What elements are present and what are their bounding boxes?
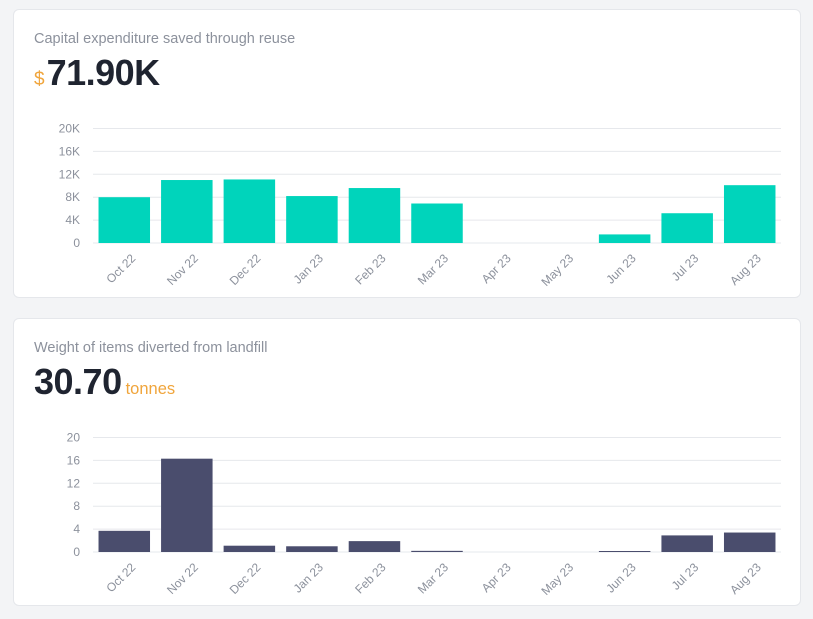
capex-title: Capital expenditure saved through reuse	[34, 31, 296, 47]
capex-y-tick-label: 12K	[59, 167, 80, 181]
capex-bar[interactable]	[161, 180, 213, 243]
landfill-card: Weight of items diverted from landfill 3…	[13, 318, 801, 606]
capex-kpi-value: 71.90K	[46, 52, 161, 93]
capex-y-tick-label: 0	[73, 236, 80, 250]
landfill-y-tick-label: 12	[67, 476, 81, 490]
capex-x-tick-label: Apr 23	[479, 251, 514, 286]
capex-bar[interactable]	[598, 234, 651, 243]
capex-kpi: $ 71.90K	[34, 52, 160, 94]
capex-x-tick-label: Jul 23	[669, 251, 702, 284]
capex-x-tick-label: Aug 23	[727, 251, 764, 288]
landfill-bar-chart: 0 4 8 12 16 20 Oct 22 Nov 22 Dec 22 Jan 23 Feb 23 M…	[67, 431, 781, 598]
capex-y-tick-label: 20K	[59, 122, 80, 136]
landfill-y-tick-label: 0	[73, 545, 80, 559]
landfill-x-tick-label: Jun 23	[603, 560, 639, 596]
landfill-x-tick-label: Jul 23	[669, 560, 702, 593]
capex-bar[interactable]	[223, 179, 276, 243]
landfill-y-tick-label: 8	[73, 499, 80, 513]
capex-card: Capital expenditure saved through reuse …	[13, 9, 801, 298]
landfill-bar[interactable]	[661, 535, 713, 552]
landfill-bar[interactable]	[223, 545, 276, 552]
capex-bar[interactable]	[348, 188, 401, 243]
landfill-x-tick-label: Apr 23	[479, 560, 514, 595]
landfill-x-tick-label: Feb 23	[352, 560, 389, 597]
landfill-x-tick-label: Oct 22	[103, 560, 138, 595]
landfill-bar[interactable]	[286, 546, 338, 552]
capex-x-tick-label: Oct 22	[103, 251, 138, 286]
capex-x-tick-label: Jan 23	[291, 251, 327, 287]
landfill-y-tick-label: 4	[73, 522, 80, 536]
capex-x-tick-label: Nov 22	[164, 251, 201, 288]
landfill-x-tick-label: Dec 22	[227, 560, 264, 597]
capex-kpi-prefix: $	[34, 69, 45, 90]
landfill-bar[interactable]	[348, 541, 401, 552]
landfill-x-tick-label: May 23	[538, 560, 576, 598]
landfill-kpi-value: 30.70	[34, 361, 122, 402]
capex-y-tick-label: 16K	[59, 144, 80, 158]
landfill-x-tick-label: Jan 23	[291, 560, 327, 596]
landfill-bar[interactable]	[161, 458, 213, 552]
capex-bar-chart: 0 4K 8K 12K 16K 20K Oct 22 Nov 22 Dec 22 Jan 23 Fe…	[59, 122, 781, 289]
landfill-y-tick-label: 16	[67, 453, 81, 467]
landfill-x-tick-label: Aug 23	[727, 560, 764, 597]
capex-x-tick-label: Dec 22	[227, 251, 264, 288]
landfill-title: Weight of items diverted from landfill	[34, 340, 268, 356]
capex-bar[interactable]	[411, 203, 463, 243]
landfill-bar[interactable]	[98, 530, 151, 552]
landfill-bar[interactable]	[723, 532, 776, 552]
capex-x-tick-label: Mar 23	[415, 251, 452, 288]
capex-y-tick-label: 8K	[65, 190, 80, 204]
capex-bar[interactable]	[723, 185, 776, 243]
landfill-y-tick-label: 20	[67, 431, 81, 445]
landfill-bar[interactable]	[411, 550, 463, 552]
capex-bar[interactable]	[286, 196, 338, 243]
landfill-kpi: 30.70 tonnes	[34, 361, 175, 403]
landfill-x-tick-label: Mar 23	[415, 560, 452, 597]
capex-x-tick-label: Jun 23	[603, 251, 639, 287]
landfill-kpi-suffix: tonnes	[125, 380, 176, 398]
landfill-bar[interactable]	[598, 551, 651, 552]
capex-x-tick-label: Feb 23	[352, 251, 389, 288]
capex-x-tick-label: May 23	[538, 251, 576, 289]
capex-bar[interactable]	[661, 213, 713, 243]
capex-y-tick-label: 4K	[65, 213, 80, 227]
landfill-x-tick-label: Nov 22	[164, 560, 201, 597]
capex-bar[interactable]	[98, 197, 151, 243]
